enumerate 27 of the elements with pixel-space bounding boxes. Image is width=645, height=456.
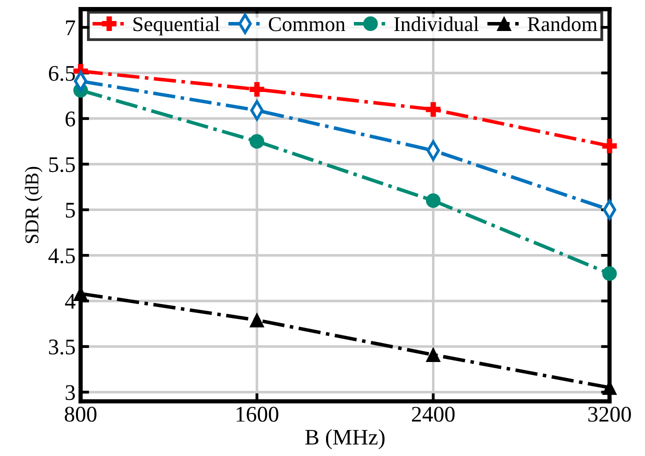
point (250, 134, 264, 149)
x-tick-label: 2400 (412, 406, 455, 422)
legend-label: Random (528, 16, 598, 32)
y-tick-label: 4 (65, 294, 76, 309)
y-tick-label: 3.5 (49, 340, 75, 355)
point (426, 102, 441, 117)
point (426, 193, 441, 208)
legend-label: Sequential (134, 16, 220, 36)
legend-label: Individual (394, 16, 479, 32)
y-axis-title: SDR (dB) (24, 166, 42, 244)
x-axis-title: B (MHz) (305, 429, 385, 450)
point (426, 347, 441, 362)
y-tick-label: 5 (66, 202, 75, 218)
x-tick-label: 3200 (588, 406, 631, 422)
y-tick-label: 4.5 (48, 248, 75, 264)
point (250, 312, 264, 328)
y-tick-label: 5.5 (49, 157, 75, 172)
point (602, 138, 617, 154)
y-tick-label: 3 (66, 385, 75, 400)
x-tick-label: 1600 (236, 406, 278, 422)
y-tick-label: 7 (66, 20, 76, 36)
legend-label: Common (268, 17, 346, 32)
y-tick-label: 6 (66, 112, 76, 126)
point (602, 266, 617, 281)
point (250, 82, 264, 97)
x-tick-label: 800 (64, 406, 96, 422)
y-tick-label: 6.5 (48, 66, 75, 81)
